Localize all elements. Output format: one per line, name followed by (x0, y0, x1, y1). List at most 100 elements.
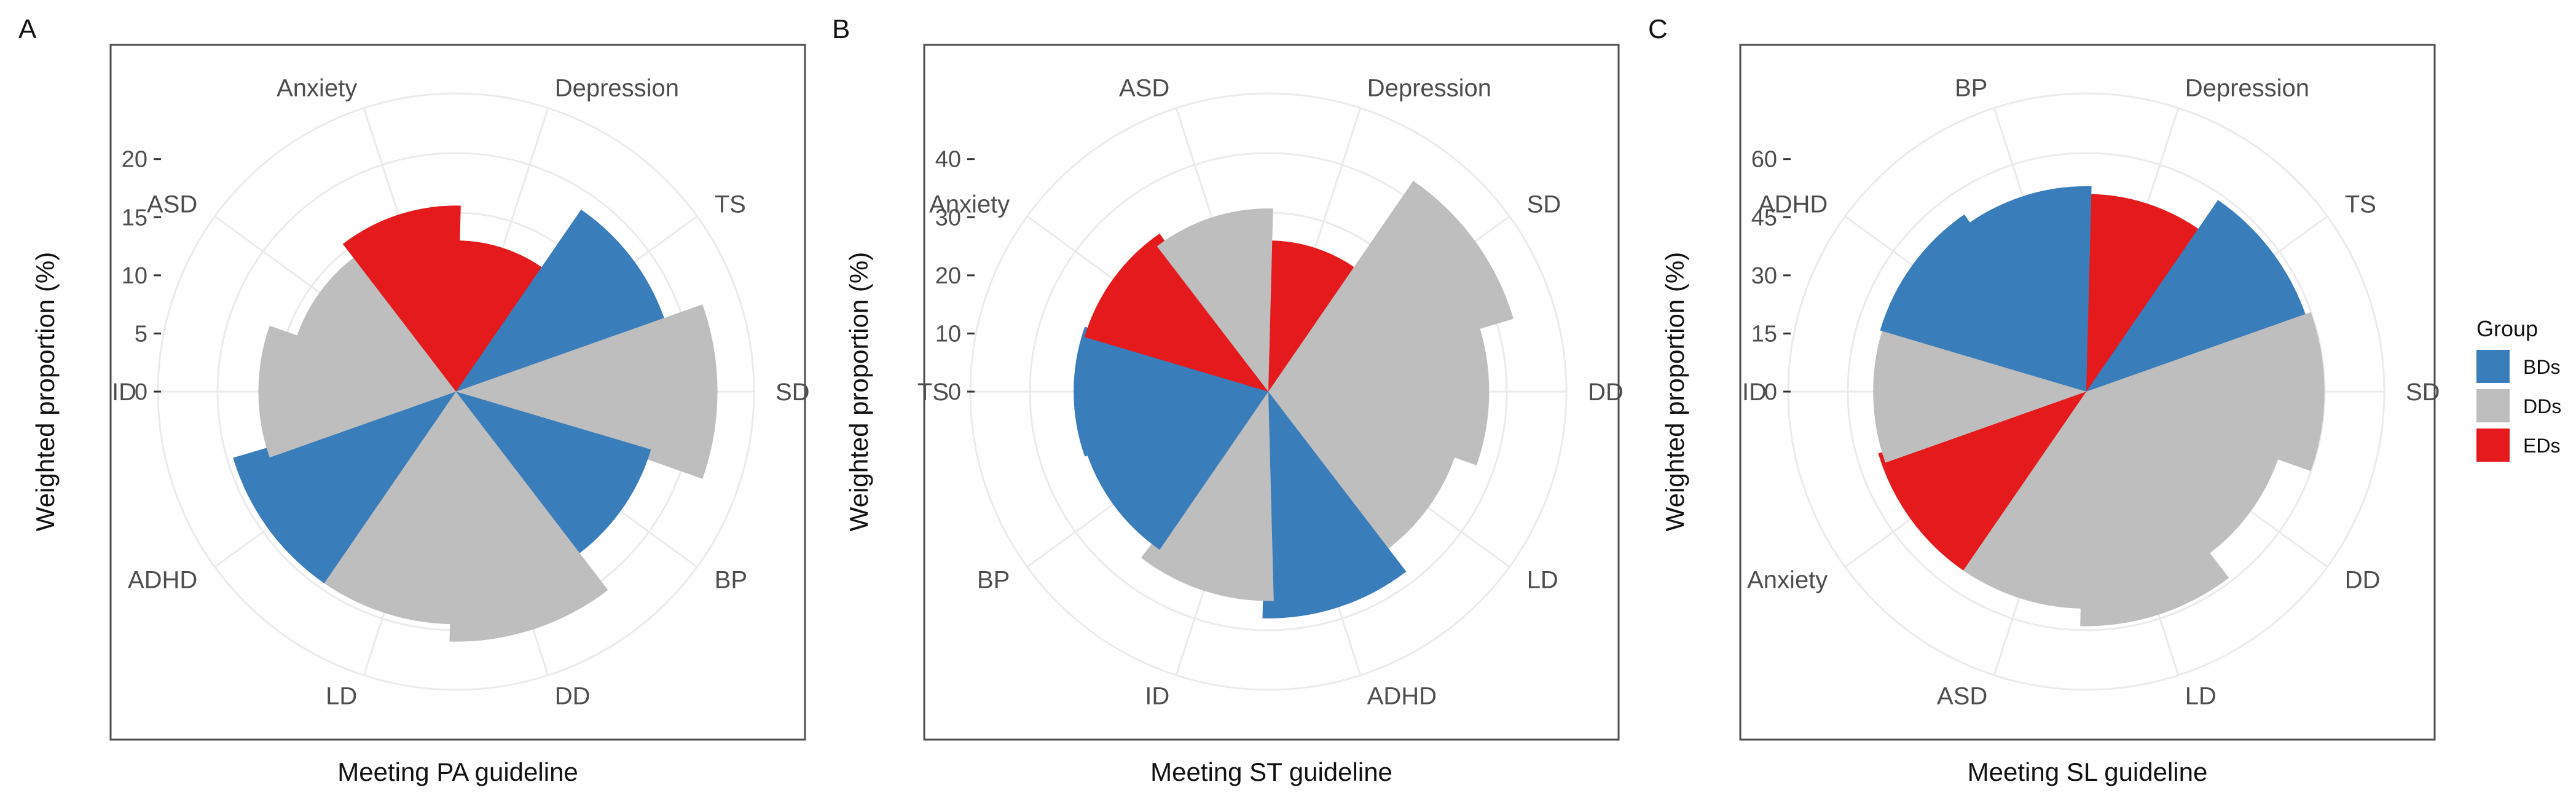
bar-ts (2086, 200, 2309, 392)
bar-id (258, 325, 456, 458)
category-label-asd: ASD (1937, 683, 1987, 710)
bar-ld (1268, 392, 1458, 555)
panel-letter: C (1648, 14, 1668, 44)
bar-sd (2086, 312, 2325, 472)
bar-ld (2080, 392, 2229, 626)
legend-swatch-dds (2476, 389, 2510, 422)
category-label-id: ID (112, 379, 136, 406)
category-label-dd: DD (555, 683, 591, 710)
category-label-depression: Depression (1367, 74, 1491, 101)
bar-bp (1961, 186, 2092, 392)
category-label-asd: ASD (1119, 74, 1169, 101)
x-axis-title: Meeting SL guideline (1968, 757, 2208, 786)
category-label-ts: TS (2345, 191, 2376, 218)
y-tick-label-10: 10 (122, 263, 147, 289)
bar-asd (294, 253, 456, 392)
panels: DepressionTSSDBPDDLDADHDIDASDAnxiety0510… (18, 14, 2440, 786)
panel-letter: B (832, 14, 850, 44)
bar-dd (2086, 392, 2282, 559)
legend-label-bds: BDs (2523, 356, 2560, 378)
legend-label-eds: EDs (2523, 435, 2560, 457)
bar-bp (456, 392, 651, 559)
bar-id (1141, 392, 1274, 601)
bar-asd (1156, 208, 1273, 392)
bar-dd (1268, 318, 1490, 465)
bar-ts (1074, 326, 1268, 457)
y-tick-label-60: 60 (1751, 147, 1777, 173)
category-label-ts: TS (917, 379, 949, 406)
y-tick-label-15: 15 (122, 205, 147, 231)
category-label-ts: TS (715, 191, 746, 218)
category-label-ld: LD (326, 683, 357, 710)
y-tick-label-15: 15 (1751, 321, 1777, 347)
category-label-dd: DD (1588, 379, 1624, 406)
y-tick-label-20: 20 (935, 263, 961, 289)
legend-title: Group (2476, 316, 2538, 341)
category-label-adhd: ADHD (1758, 191, 1828, 218)
category-label-ld: LD (2185, 683, 2217, 710)
y-tick-label-40: 40 (935, 147, 961, 173)
bar-dd (449, 392, 608, 642)
y-tick-label-45: 45 (1751, 205, 1777, 231)
y-tick-label-0: 0 (1764, 379, 1777, 405)
category-label-bp: BP (715, 567, 747, 594)
category-label-anxiety: Anxiety (929, 191, 1010, 218)
bar-sd (1268, 181, 1514, 392)
bar-asd (1954, 392, 2092, 609)
category-label-adhd: ADHD (1367, 683, 1437, 710)
panel-frame (109, 44, 806, 741)
y-axis-title: Weighted proportion (%) (31, 252, 60, 531)
legend-swatch-bds (2476, 350, 2510, 383)
bar-bp (1084, 392, 1268, 550)
y-tick-label-20: 20 (122, 147, 147, 173)
category-label-ld: LD (1527, 567, 1558, 594)
category-label-depression: Depression (555, 74, 679, 101)
y-tick-label-10: 10 (935, 321, 961, 347)
category-label-dd: DD (2345, 567, 2381, 594)
panel-a: Depression TS SD BP DD LD ADHD ID ASD Anxiety 0 5 10… (18, 14, 810, 786)
category-label-id: ID (1145, 683, 1169, 710)
category-label-anxiety: Anxiety (1747, 567, 1828, 594)
bar-sd (456, 304, 718, 479)
y-tick-label-0: 0 (948, 379, 961, 405)
legend-swatch-eds (2476, 429, 2510, 462)
category-label-id: ID (1742, 379, 1767, 406)
category-label-sd: SD (1527, 191, 1561, 218)
legend-label-dds: DDs (2523, 395, 2561, 417)
bar-ts (456, 209, 668, 392)
y-axis-title: Weighted proportion (%) (844, 252, 873, 531)
category-label-adhd: ADHD (128, 567, 197, 594)
panel-frame (923, 44, 1620, 741)
bar-adhd (233, 392, 456, 583)
category-label-anxiety: Anxiety (277, 74, 357, 101)
legend: Group BDs DDs EDs (2476, 316, 2561, 462)
panel-c: Depression TS SD DD LD ASD Anxiety ID ADHD BP 0 15 3… (1648, 14, 2440, 786)
bar-ld (314, 392, 462, 625)
bar-anxiety (1878, 392, 2086, 571)
panel-letter: A (18, 14, 37, 44)
bar-anxiety (1084, 233, 1268, 392)
bar-id (1873, 320, 2086, 463)
bar-depression (452, 240, 548, 392)
category-label-bp: BP (1955, 74, 1987, 101)
x-axis-title: Meeting PA guideline (337, 757, 578, 786)
y-axis-title: Weighted proportion (%) (1660, 252, 1689, 531)
category-label-sd: SD (776, 379, 810, 406)
category-label-asd: ASD (147, 191, 197, 218)
panel-b: Depression SD DD LD ADHD ID BP TS Anxiety ASD 0 10 2… (832, 14, 1624, 786)
x-axis-title: Meeting ST guideline (1150, 757, 1392, 786)
category-label-bp: BP (977, 567, 1010, 594)
y-tick-label-0: 0 (135, 379, 147, 405)
bar-adhd (1262, 392, 1407, 618)
y-tick-label-5: 5 (135, 321, 147, 347)
y-tick-label-30: 30 (935, 205, 961, 231)
y-tick-label-30: 30 (1751, 263, 1777, 289)
category-label-sd: SD (2406, 379, 2440, 406)
panel-frame (1739, 44, 2436, 741)
bar-depression (2081, 194, 2207, 392)
bar-anxiety (342, 205, 461, 392)
category-label-depression: Depression (2185, 74, 2309, 101)
bar-depression (1264, 240, 1361, 392)
bar-adhd (1880, 214, 2086, 392)
